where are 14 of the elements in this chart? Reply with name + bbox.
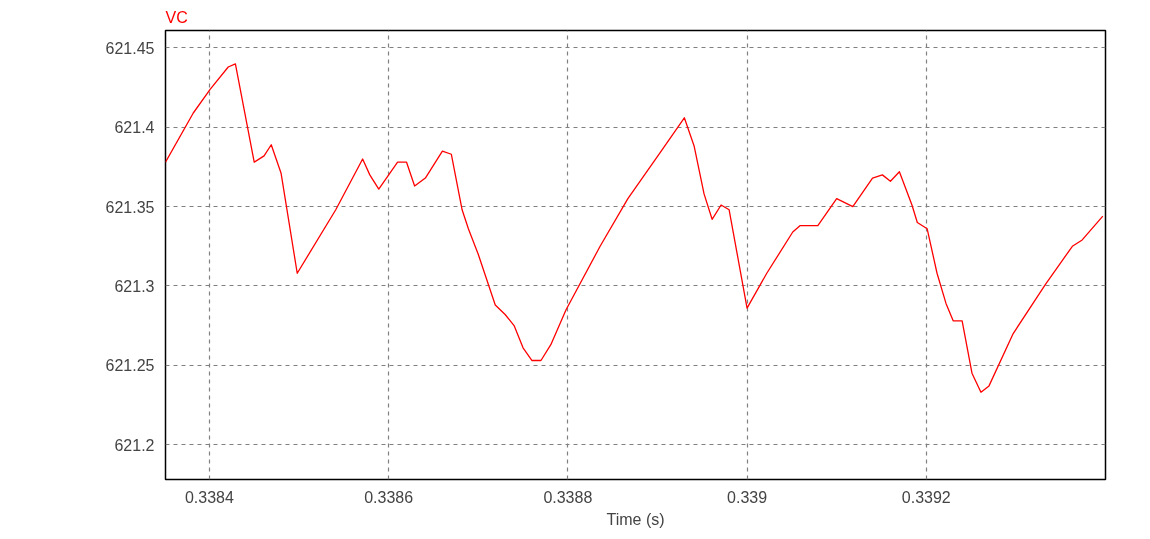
- x-tick-label: 0.3386: [364, 488, 414, 506]
- chart-title: VC: [165, 8, 188, 26]
- x-tick-label: 0.3392: [901, 488, 951, 506]
- y-tick-label: 621.35: [105, 198, 155, 216]
- y-tick-label: 621.25: [105, 357, 155, 375]
- y-tick-label: 621.45: [105, 39, 155, 57]
- y-tick-label: 621.2: [114, 436, 155, 454]
- y-tick-label: 621.3: [114, 277, 155, 295]
- y-tick-label: 621.4: [114, 119, 155, 137]
- x-axis-title: Time (s): [606, 510, 665, 528]
- line-series: [165, 63, 1104, 393]
- x-tick-label: 0.3384: [184, 488, 234, 506]
- x-tick-label: 0.3388: [543, 488, 593, 506]
- x-tick-label: 0.339: [727, 488, 768, 506]
